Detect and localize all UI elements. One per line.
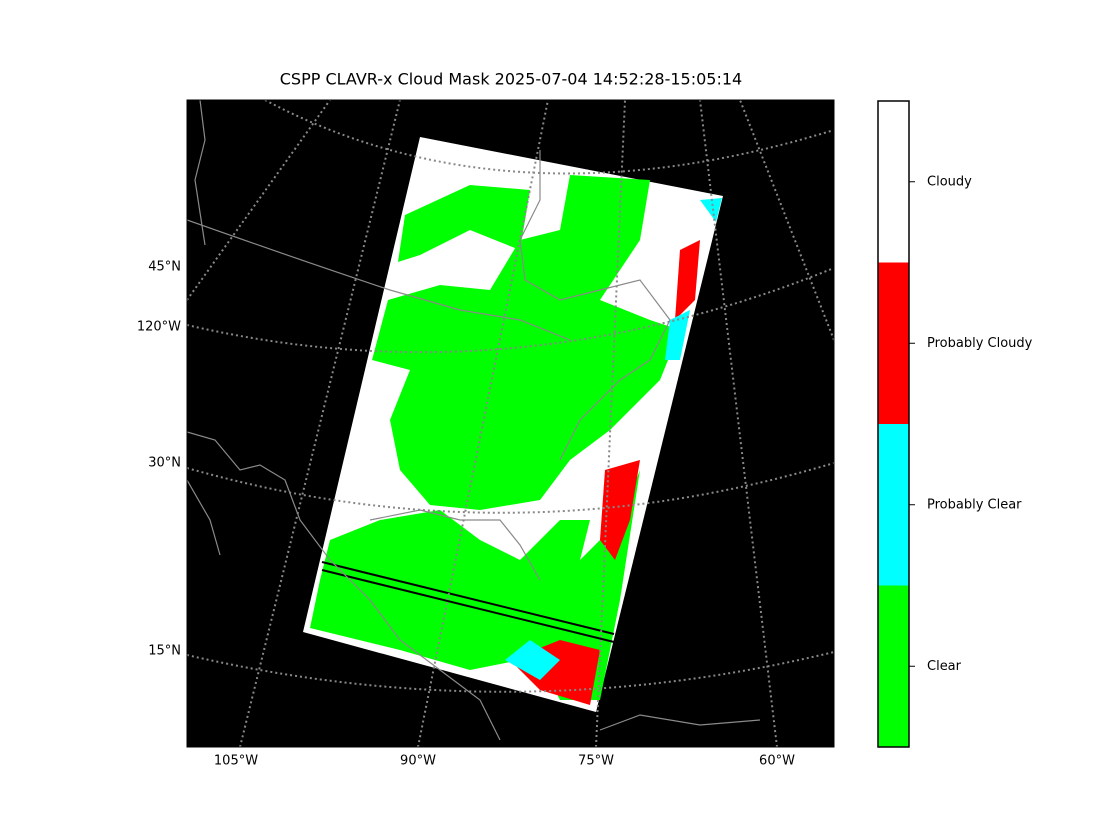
lon-label: 90°W [400,754,436,769]
map-title: CSPP CLAVR-x Cloud Mask 2025-07-04 14:52… [280,70,742,89]
colorbar-label: Probably Clear [927,497,1022,512]
map [187,100,834,747]
colorbar-segment [878,585,909,747]
lon-label: 105°W [214,754,258,769]
map-frame [186,99,835,748]
coastlines [187,100,761,741]
lat-label: 45°N [148,260,181,275]
colorbar-segment [878,424,909,586]
scan-gaps [321,561,615,643]
colorbar-label: Clear [927,659,962,674]
graticule [187,100,834,747]
lat-label: 15°N [148,644,181,659]
lon-label: 60°W [759,754,795,769]
colorbar-segment [878,101,909,263]
lat-label: 30°N [148,456,181,471]
colorbar-label: Cloudy [927,174,972,189]
axis-labels: 45°N 120°W 30°N 15°N 105°W 90°W 75°W 60°W [137,260,795,769]
colorbar-segment [878,262,909,424]
lat-label: 120°W [137,320,181,335]
lon-label: 75°W [578,754,614,769]
clear-areas [310,175,680,700]
probably-clear-areas [505,198,722,680]
probably-cloudy-areas [510,240,700,705]
colorbar: Clear Probably Clear Probably Cloudy Cloudy [877,100,1033,748]
colorbar-label: Probably Cloudy [927,336,1033,351]
colorbar-frame [877,100,910,748]
